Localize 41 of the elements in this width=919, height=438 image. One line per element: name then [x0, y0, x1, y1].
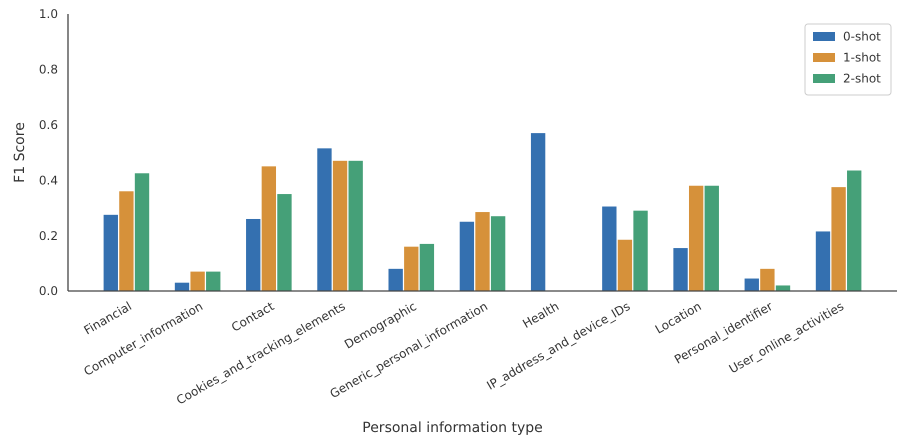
- bar: [277, 194, 292, 291]
- bar: [348, 160, 363, 291]
- bar: [602, 206, 617, 291]
- y-tick-label: 0.4: [38, 173, 58, 188]
- bar: [174, 282, 190, 291]
- bar: [404, 246, 418, 291]
- bar: [760, 268, 775, 291]
- bar: [816, 231, 830, 291]
- legend-label: 0-shot: [843, 30, 882, 44]
- bar: [744, 278, 759, 291]
- bar: [119, 191, 134, 291]
- bar: [134, 173, 150, 291]
- y-axis-title: F1 Score: [12, 122, 28, 183]
- y-tick-label: 0.8: [38, 62, 58, 77]
- legend-label: 2-shot: [843, 72, 882, 86]
- bar: [475, 212, 490, 291]
- bar: [618, 240, 632, 291]
- y-tick-label: 0.2: [38, 228, 58, 243]
- bar: [704, 186, 719, 291]
- bar: [460, 222, 474, 291]
- bar: [831, 187, 846, 291]
- bar: [317, 148, 332, 291]
- bar: [190, 272, 205, 291]
- bar: [388, 268, 403, 291]
- y-tick-label: 1.0: [38, 7, 58, 22]
- bar: [688, 186, 704, 291]
- bar: [530, 133, 546, 291]
- bar: [490, 216, 506, 291]
- legend-label: 1-shot: [843, 50, 882, 65]
- bar: [633, 210, 648, 291]
- y-tick-label: 0.6: [38, 118, 58, 132]
- bar: [847, 170, 862, 291]
- bar: [673, 248, 688, 291]
- bar: [262, 166, 276, 291]
- bar: [206, 272, 220, 291]
- bar: [104, 214, 118, 291]
- bar: [246, 218, 260, 291]
- y-tick-label: 0.0: [38, 284, 58, 298]
- bar: [420, 244, 434, 291]
- bar: [332, 160, 348, 291]
- x-axis-title: Personal information type: [362, 420, 543, 436]
